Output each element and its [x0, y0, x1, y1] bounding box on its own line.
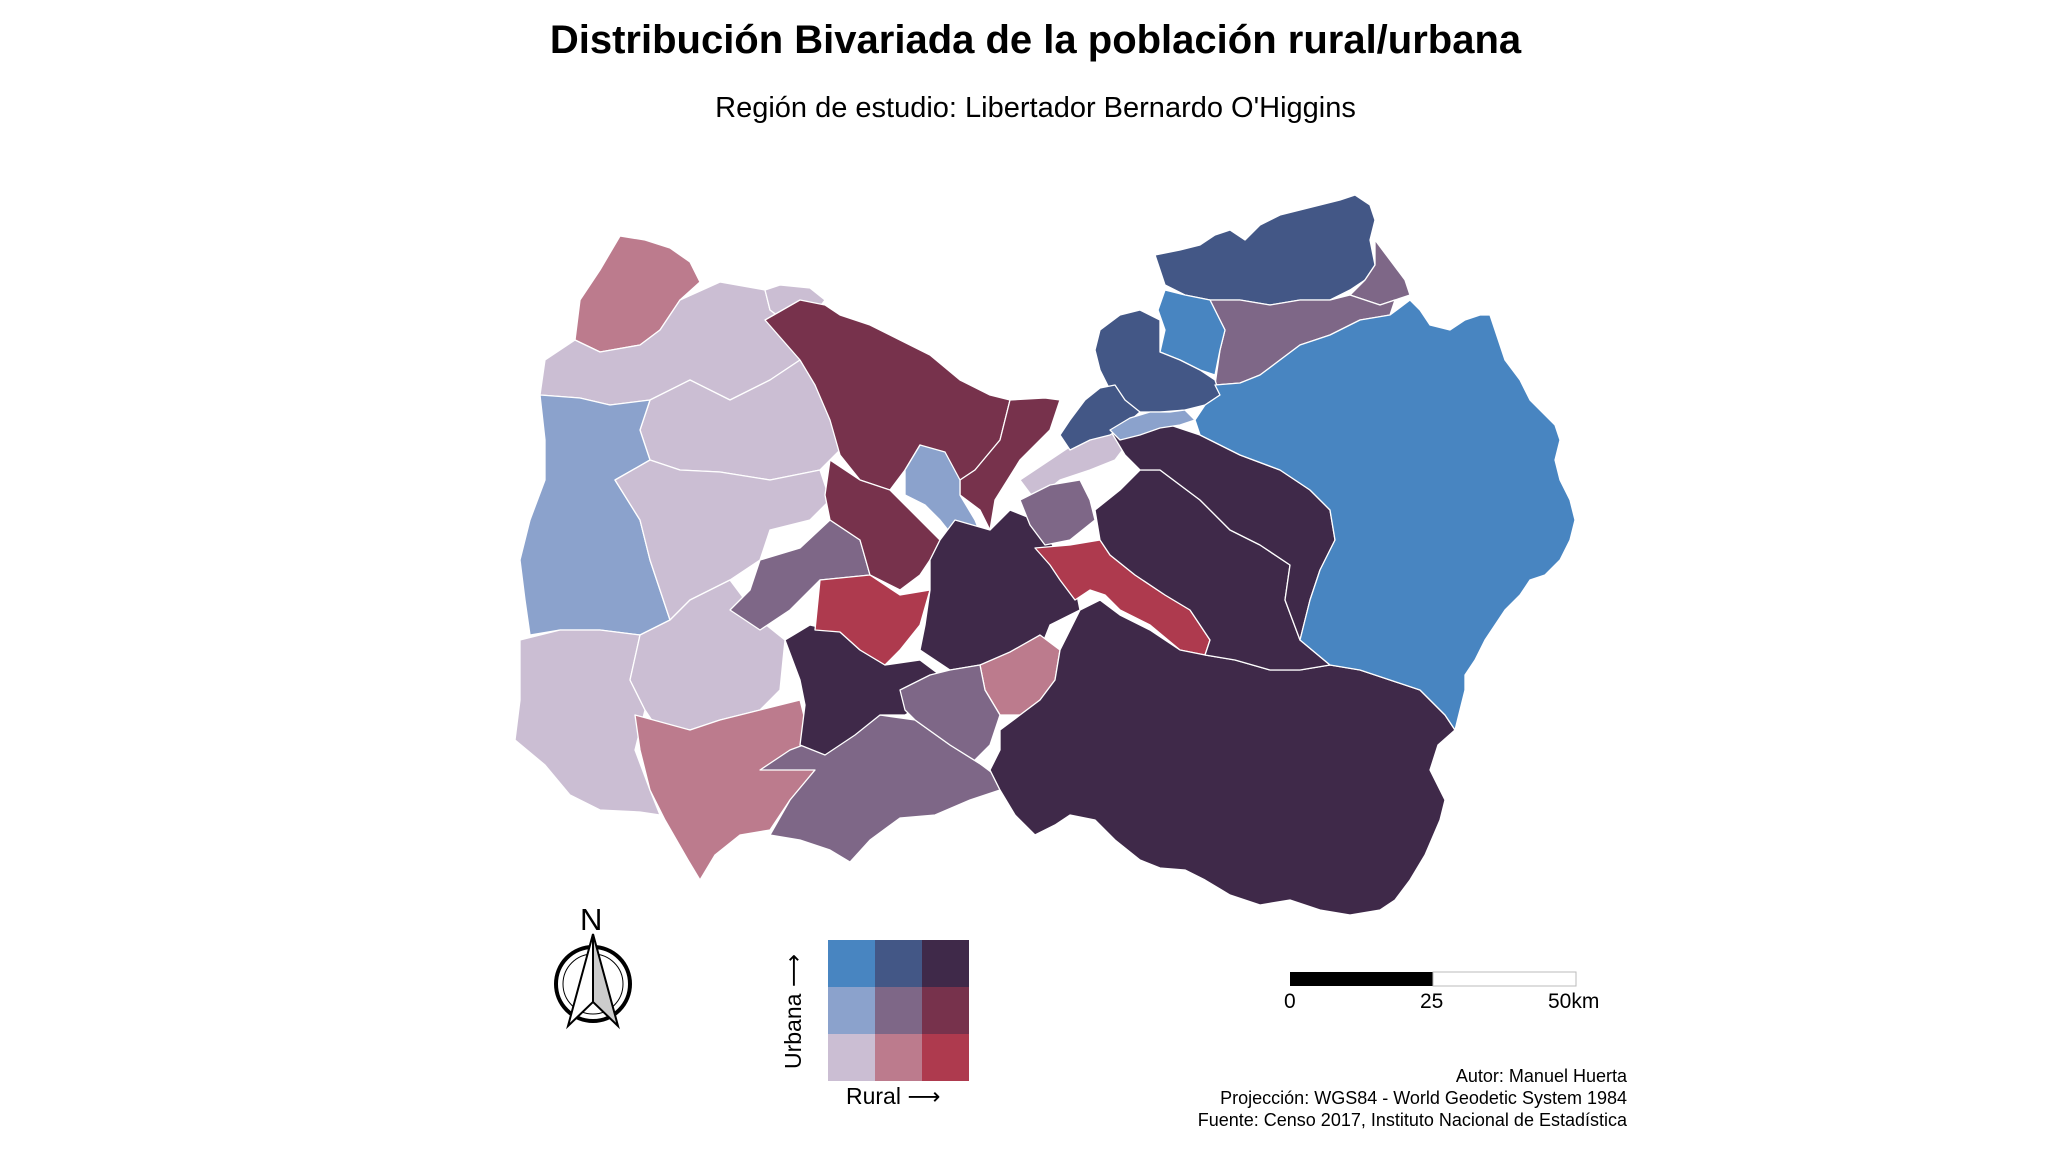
comuna-east-blue[interactable] — [1194, 299, 1576, 731]
comuna-north-navy-top[interactable] — [1154, 194, 1376, 306]
scale-tick-25: 25 — [1420, 990, 1444, 1013]
scale-tick-50: 50km — [1548, 990, 1600, 1013]
comuna-north-bright-blue[interactable] — [1157, 289, 1226, 376]
credit-author: Autor: Manuel Huerta — [1455, 1066, 1627, 1086]
credit-source: Fuente: Censo 2017, Instituto Nacional d… — [1197, 1110, 1627, 1130]
comuna-dark-southeast[interactable] — [989, 599, 1456, 916]
north-arrow-icon — [554, 933, 632, 1030]
legend-cell — [828, 940, 875, 987]
bivariate-legend — [828, 940, 969, 1081]
north-arrow-label: N — [580, 902, 603, 937]
comuna-crimson-mid[interactable] — [824, 459, 941, 591]
scale-tick-0: 0 — [1284, 990, 1296, 1013]
legend-cell — [875, 987, 922, 1034]
legend-y-label: Urbana ⟶ — [780, 954, 806, 1069]
legend-cell — [922, 940, 969, 987]
map-title: Distribución Bivariada de la población r… — [549, 18, 1522, 62]
comuna-central-lilac[interactable] — [614, 459, 831, 621]
legend-x-label: Rural ⟶ — [846, 1083, 941, 1109]
comuna-south-pink[interactable] — [634, 699, 816, 881]
legend-cell — [828, 1034, 875, 1081]
legend-cell — [875, 1034, 922, 1081]
legend-cell — [922, 1034, 969, 1081]
credit-projection: Projección: WGS84 - World Geodetic Syste… — [1220, 1088, 1627, 1108]
map-subtitle: Región de estudio: Libertador Bernardo O… — [715, 92, 1356, 124]
legend-cell — [875, 940, 922, 987]
comuna-small-purple-center[interactable] — [1019, 479, 1096, 546]
legend-cell — [922, 987, 969, 1034]
legend-cell — [828, 987, 875, 1034]
region-polygons — [514, 194, 1576, 916]
comuna-sw-lilac[interactable] — [514, 629, 661, 816]
credits-block: Autor: Manuel Huerta Projección: WGS84 -… — [1198, 1065, 1627, 1131]
scale-bar — [1290, 971, 1577, 987]
comuna-purple-south-center[interactable] — [899, 664, 1001, 776]
comuna-red-center[interactable] — [814, 574, 931, 666]
